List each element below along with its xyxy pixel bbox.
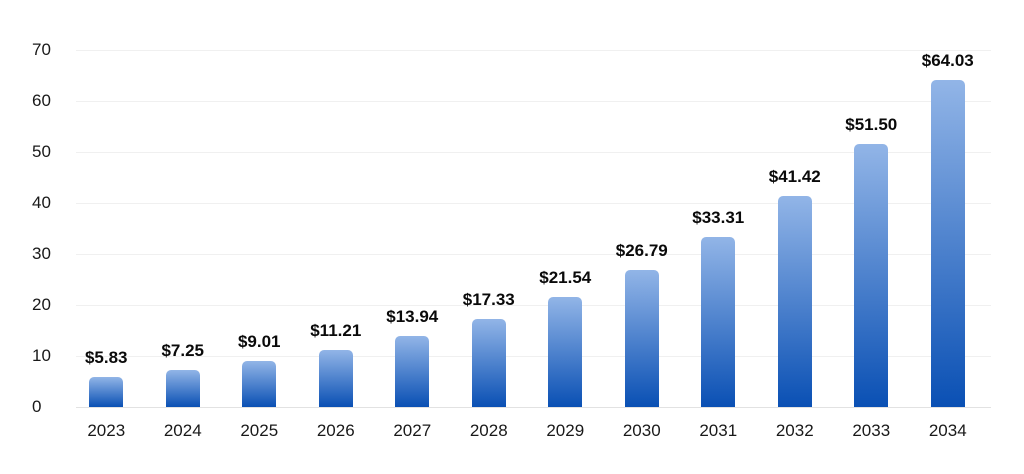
y-tick-label: 0 (32, 397, 42, 416)
bar-value-label: $13.94 (386, 306, 439, 326)
bar-value-label: $51.50 (845, 115, 898, 135)
bar-2031 (701, 237, 736, 407)
y-tick-label: 40 (32, 193, 51, 212)
x-axis-line (76, 406, 991, 408)
bar-2023 (89, 377, 124, 407)
bar-2032 (777, 195, 812, 407)
gridline (76, 49, 991, 51)
y-tick-label: 20 (32, 295, 51, 314)
bar-value-label: $41.42 (768, 166, 821, 186)
x-tick-label: 2031 (699, 421, 738, 440)
bar-2028 (471, 318, 506, 407)
bar-2034 (930, 80, 965, 407)
y-tick-label: 70 (32, 40, 51, 59)
gridline (76, 253, 991, 255)
gridline (76, 304, 991, 306)
x-tick-label: 2030 (622, 421, 661, 440)
bar-2030 (624, 270, 659, 407)
y-tick-label: 10 (32, 346, 51, 365)
y-tick-label: 60 (32, 91, 51, 110)
bar-value-label: $7.25 (161, 341, 205, 361)
bar-value-label: $64.03 (921, 51, 974, 71)
bar-value-label: $5.83 (84, 348, 128, 368)
gridline (76, 151, 991, 153)
x-tick-label: 2024 (163, 421, 202, 440)
x-tick-label: 2029 (546, 421, 585, 440)
gridline (76, 100, 991, 102)
bar-2029 (548, 297, 583, 407)
gridline (76, 202, 991, 204)
y-tick-label: 30 (32, 244, 51, 263)
bar-value-label: $9.01 (237, 332, 281, 352)
x-tick-label: 2023 (87, 421, 126, 440)
bar-2025 (242, 361, 277, 407)
x-tick-label: 2033 (852, 421, 891, 440)
bar-2027 (395, 335, 430, 407)
bar-value-label: $33.31 (692, 208, 745, 228)
bar-value-label: $17.33 (462, 289, 515, 309)
x-tick-label: 2028 (469, 421, 508, 440)
x-tick-label: 2025 (240, 421, 279, 440)
bar-value-label: $11.21 (310, 320, 362, 340)
x-tick-label: 2027 (393, 421, 432, 440)
y-tick-label: 50 (32, 142, 51, 161)
x-tick-label: 2032 (775, 421, 814, 440)
gridline (76, 355, 991, 357)
bar-2024 (165, 370, 200, 407)
bar-2026 (318, 349, 353, 407)
x-tick-label: 2026 (316, 421, 355, 440)
bar-value-label: $21.54 (539, 268, 592, 288)
x-tick-label: 2034 (928, 421, 967, 440)
bar-2033 (854, 144, 889, 407)
bar-value-label: $26.79 (615, 241, 668, 261)
